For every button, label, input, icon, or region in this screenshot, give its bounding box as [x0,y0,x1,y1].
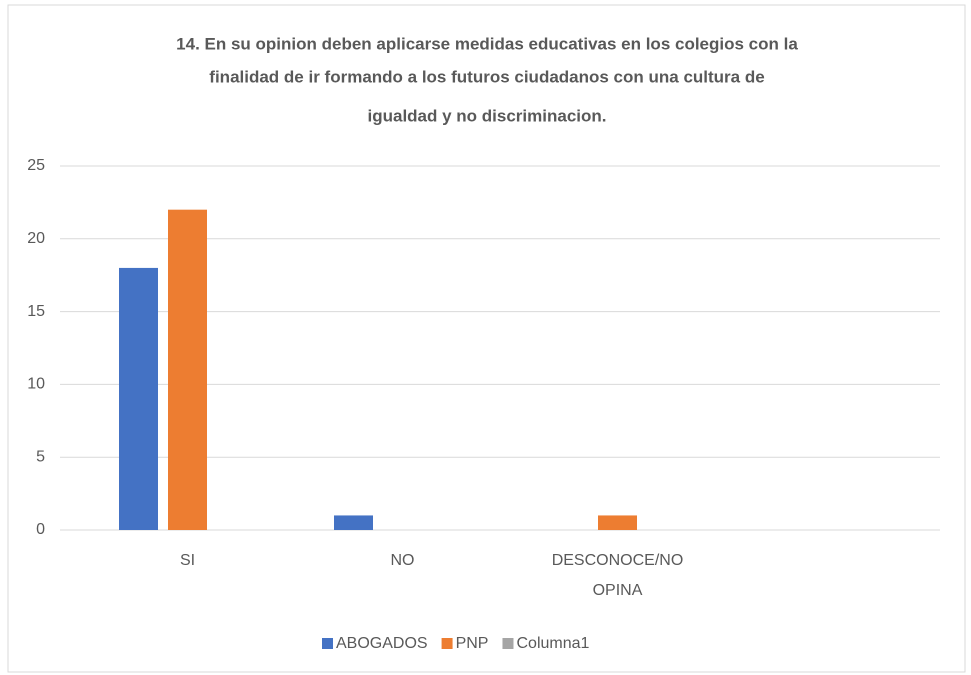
bar [168,209,207,530]
bar [334,515,373,530]
legend-swatch [441,638,453,649]
legend-swatch [322,638,333,649]
y-tick-label: 25 [27,157,45,174]
legend-label: Columna1 [516,635,589,652]
bar [119,267,158,530]
chart-title: 14. En su opinion deben aplicarse medida… [176,34,798,53]
x-tick-label: SI [180,552,195,569]
x-tick-label: DESCONOCE/NO OPINA [552,552,684,599]
legend-swatch [502,638,514,649]
chart-border [7,4,966,673]
y-tick-label: 5 [36,448,45,465]
y-tick-label: 15 [27,303,45,320]
y-tick-label: 10 [27,376,45,393]
legend-label: ABOGADOS [336,635,428,652]
legend-label: PNP [456,635,489,652]
y-tick-label: 20 [27,230,45,247]
bar [598,515,637,530]
y-tick-label: 0 [36,521,45,538]
chart-title: igualdad y no discriminacion. [368,106,607,125]
chart-title: finalidad de ir formando a los futuros c… [209,67,764,86]
x-tick-label: NO [391,552,415,569]
